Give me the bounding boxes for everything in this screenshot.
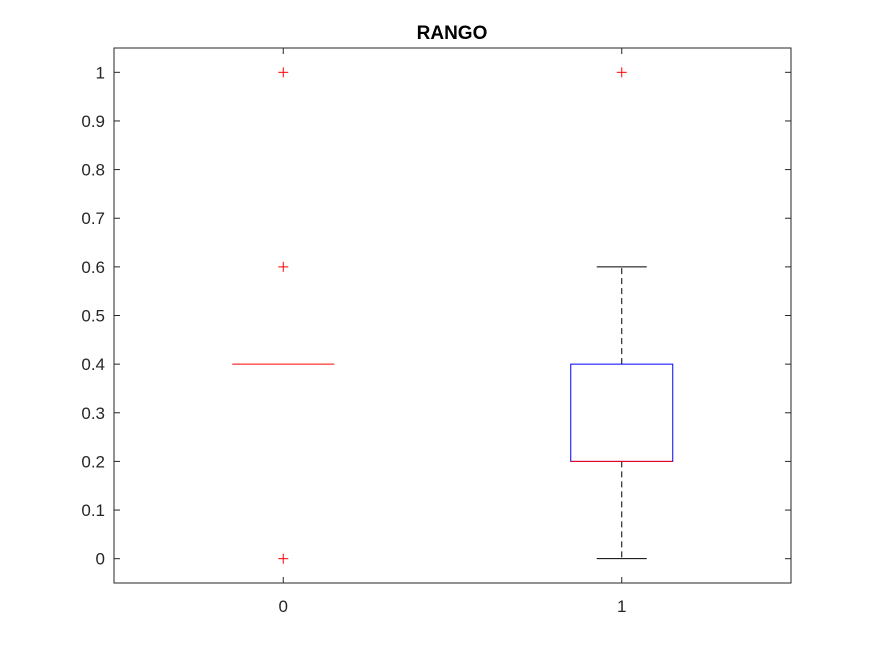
y-tick-label: 0.5 [81, 307, 105, 326]
y-tick-label: 0.9 [81, 112, 105, 131]
y-tick-label: 1 [96, 63, 105, 82]
plot-area: 0 0.1 0.2 0.3 0.4 0.5 0.6 0.7 0.8 0.9 1 0 1 [81, 47, 792, 616]
y-tick-label: 0.4 [81, 355, 105, 374]
x-tick-label: 0 [279, 597, 288, 616]
y-tick-label: 0 [96, 550, 105, 569]
y-tick-label: 0.2 [81, 452, 105, 471]
y-tick-label: 0.6 [81, 258, 105, 277]
y-tick-label: 0.8 [81, 161, 105, 180]
y-tick-label: 0.7 [81, 209, 105, 228]
x-tick-label: 1 [617, 597, 626, 616]
box [570, 363, 674, 462]
y-tick-label: 0.1 [81, 501, 105, 520]
y-tick-label: 0.3 [81, 404, 105, 423]
axes-frame [113, 47, 792, 584]
chart-title: RANGO [417, 23, 488, 44]
